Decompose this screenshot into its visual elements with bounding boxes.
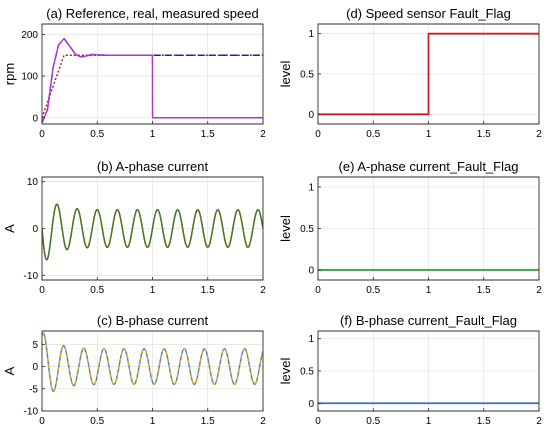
y-tick-label: -10 [24, 407, 39, 418]
chart-title: (e) A-phase current_Fault_Flag [339, 159, 519, 174]
series-group [42, 332, 263, 392]
chart-title: (c) B-phase current [97, 313, 209, 328]
x-tick-label: 2 [536, 285, 542, 296]
panel-c: 0 0.5 1 1.5 2 -10 -5 0 5 (c) B-phase current A [2, 313, 266, 427]
chart-title: (d) Speed sensor Fault_Flag [346, 6, 511, 21]
x-tick-label: 2 [260, 129, 266, 140]
x-tick-label: 0 [39, 416, 45, 427]
x-tick-label: 1 [426, 129, 432, 140]
series-line-sinusoid-1 [42, 203, 263, 261]
y-tick-label: 0.5 [300, 367, 314, 378]
y-tick-label: -5 [29, 384, 38, 395]
y-tick-label: 0 [32, 224, 38, 235]
y-axis-label: level [278, 215, 293, 242]
x-tick-label: 0.5 [90, 285, 104, 296]
x-tick-label: 1 [426, 285, 432, 296]
x-tick-label: 0 [39, 129, 45, 140]
chart-title: (f) B-phase current_Fault_Flag [340, 313, 517, 328]
x-tick-label: 0 [315, 129, 321, 140]
x-tick-label: 1.5 [201, 416, 215, 427]
series-group [42, 37, 263, 124]
x-tick-label: 1 [150, 285, 156, 296]
y-tick-label: 0.5 [300, 70, 314, 81]
x-tick-label: 0 [39, 285, 45, 296]
y-axis-label: level [278, 358, 293, 385]
y-axis-label: rpm [2, 63, 17, 85]
y-tick-label: 0 [308, 399, 314, 410]
y-tick-label: 0.5 [300, 224, 314, 235]
x-tick-label: 2 [260, 285, 266, 296]
x-tick-label: 2 [536, 129, 542, 140]
x-tick-label: 0.5 [366, 285, 380, 296]
x-tick-label: 0.5 [90, 416, 104, 427]
y-tick-label: 5 [32, 340, 38, 351]
x-tick-label: 1.5 [201, 285, 215, 296]
series-group [42, 203, 263, 261]
chart-title: (a) Reference, real, measured speed [46, 6, 258, 21]
x-tick-label: 0 [315, 416, 321, 427]
y-tick-label: 1 [308, 182, 314, 193]
y-tick-label: 1 [308, 334, 314, 345]
y-tick-label: 1 [308, 29, 314, 40]
y-tick-label: 200 [21, 30, 38, 41]
y-tick-label: 0 [308, 266, 314, 277]
panel-f: 0 0.5 1 1.5 2 0 0.5 1 (f) B-phase current_Fault_… [278, 313, 542, 427]
y-axis-label: A [2, 366, 17, 375]
x-tick-label: 2 [260, 416, 266, 427]
x-tick-label: 1 [150, 416, 156, 427]
y-tick-label: -10 [24, 271, 39, 282]
panel-d: 0 0.5 1 1.5 2 0 0.5 1 (d) Speed sensor Fault_Fla… [278, 6, 542, 140]
series-line-flag-0 [318, 32, 539, 116]
x-tick-label: 1.5 [201, 129, 215, 140]
chart-title: (b) A-phase current [97, 159, 209, 174]
y-tick-label: 0 [32, 113, 38, 124]
series-line-real-2 [42, 37, 263, 124]
series-line-sinusoid-1 [42, 332, 263, 392]
x-tick-label: 1.5 [477, 285, 491, 296]
x-tick-label: 1.5 [477, 416, 491, 427]
y-tick-label: 0 [32, 362, 38, 373]
y-tick-label: 0 [308, 110, 314, 121]
series-group [318, 32, 539, 116]
y-tick-label: 100 [21, 72, 38, 83]
x-tick-label: 1 [150, 129, 156, 140]
x-tick-label: 0.5 [366, 416, 380, 427]
y-tick-label: 10 [27, 177, 39, 188]
x-tick-label: 2 [536, 416, 542, 427]
x-tick-label: 1 [426, 416, 432, 427]
x-tick-label: 0 [315, 285, 321, 296]
x-tick-label: 1.5 [477, 129, 491, 140]
x-tick-label: 0.5 [366, 129, 380, 140]
panel-a: 0 0.5 1 1.5 2 0 100 200 (a) Reference, real, mea… [2, 6, 266, 140]
x-tick-label: 0.5 [90, 129, 104, 140]
y-axis-label: A [2, 224, 17, 233]
y-axis-label: level [278, 61, 293, 88]
panel-e: 0 0.5 1 1.5 2 0 0.5 1 (e) A-phase current_Fault_… [278, 159, 542, 296]
